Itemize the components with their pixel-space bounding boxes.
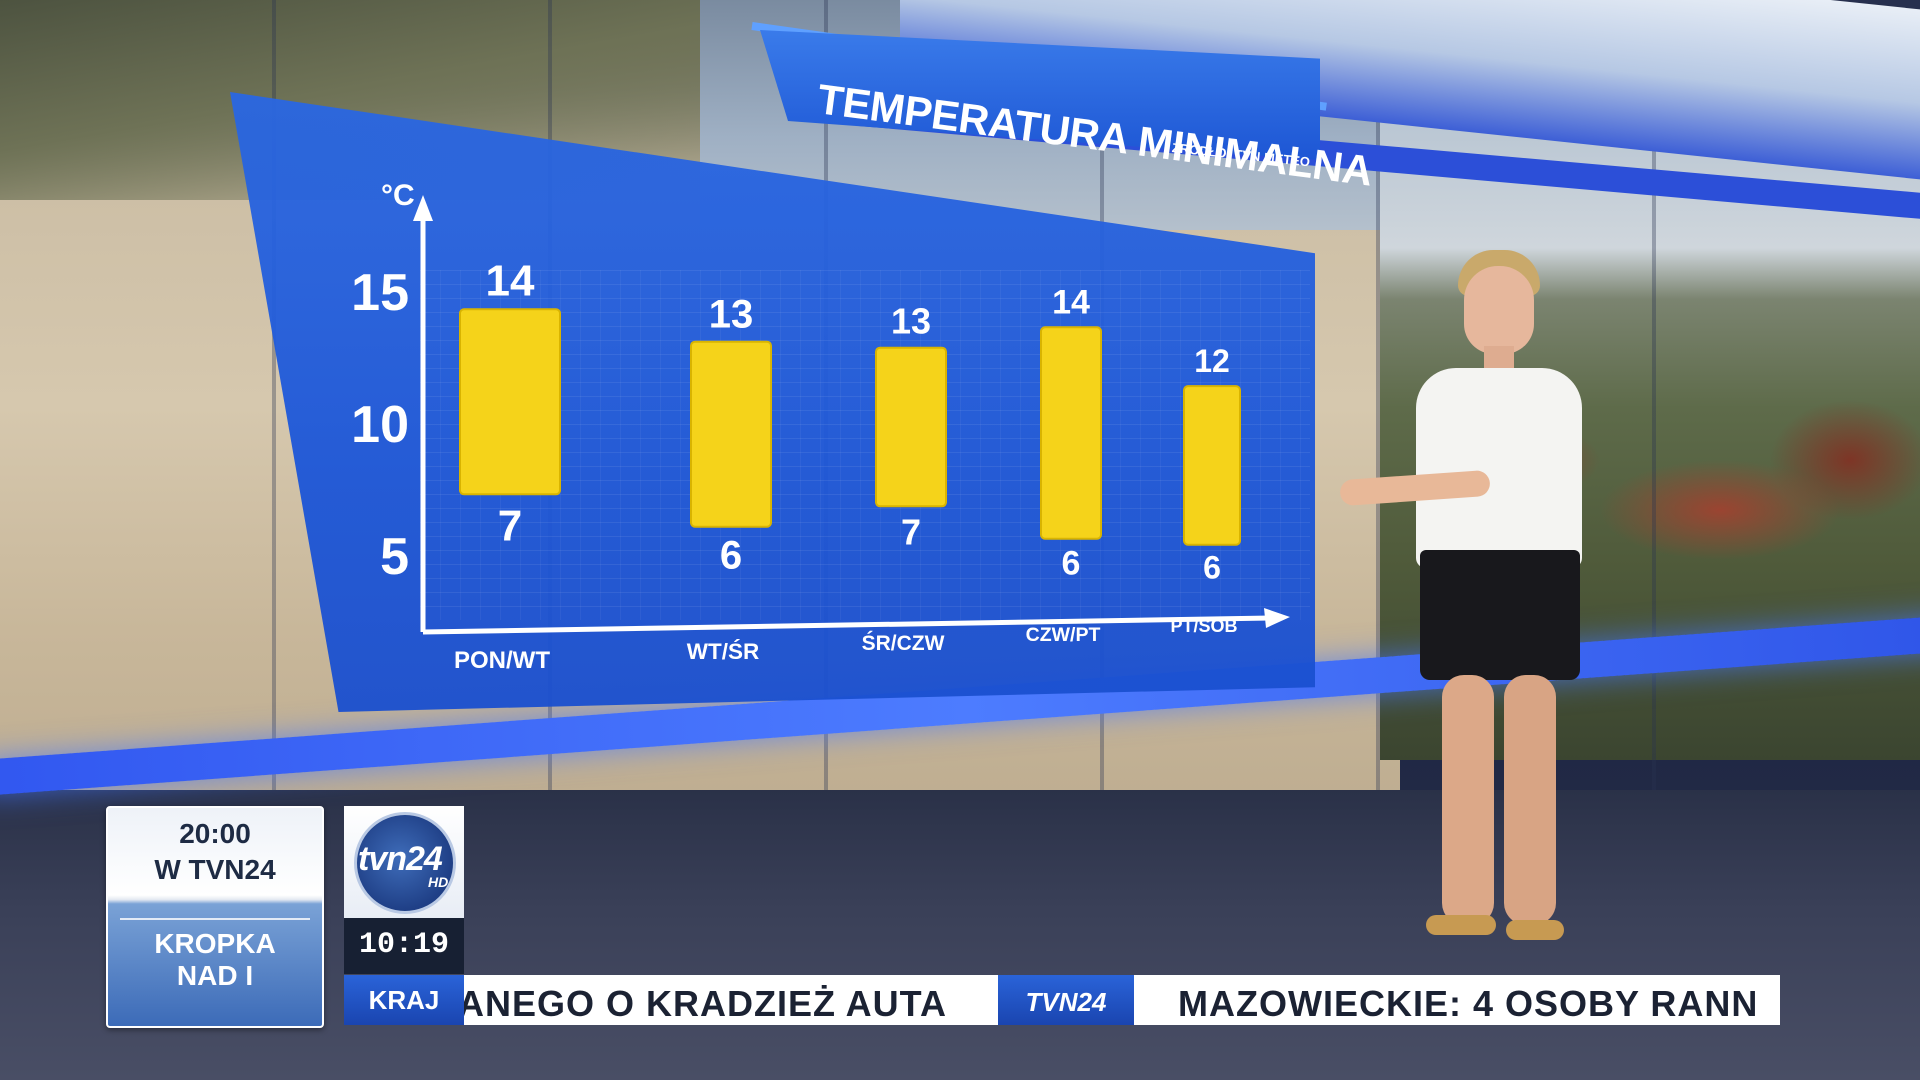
logo-hd-badge: HD — [428, 874, 449, 890]
logo-ring-icon — [354, 812, 456, 914]
news-ticker: ANEGO O KRADZIEŻ AUTA TVN24 MAZOWIECKIE:… — [464, 975, 1780, 1025]
bar-low-label: 7 — [498, 501, 522, 550]
category-badge: KRAJ — [344, 975, 464, 1025]
bar — [1040, 326, 1102, 540]
channel-logo: tvn24 HD — [344, 806, 464, 918]
clock-box: 10:19 — [344, 918, 464, 974]
bar-low-label: 6 — [1203, 550, 1221, 586]
bar-high-label: 12 — [1194, 343, 1230, 379]
bar — [459, 308, 561, 496]
presenter-leg-left — [1442, 675, 1494, 925]
y-axis-unit: °C — [381, 179, 415, 212]
promo-show-line1: KROPKA — [154, 928, 276, 959]
logo-text: tvn24 — [358, 840, 443, 878]
presenter-shoe-left — [1426, 915, 1496, 935]
promo-channel: W TVN24 — [154, 854, 276, 885]
ticker-separator-label: TVN24 — [1025, 987, 1107, 1017]
presenter-shoe-right — [1506, 920, 1564, 940]
x-axis-arrow-icon — [1264, 608, 1290, 628]
bar — [690, 340, 772, 528]
clock: 10:19 — [358, 928, 449, 962]
ticker-separator: TVN24 — [998, 975, 1134, 1025]
bar-high-label: 14 — [1052, 283, 1090, 321]
presenter-shorts — [1420, 550, 1580, 680]
ticker-item: MAZOWIECKIE: 4 OSOBY RANN — [1178, 983, 1759, 1024]
promo-show-line2: NAD I — [176, 960, 254, 991]
y-tick-label: 15 — [351, 264, 409, 322]
y-axis-arrow-icon — [413, 195, 433, 221]
y-tick-label: 10 — [351, 396, 409, 454]
presenter-shirt — [1416, 368, 1582, 568]
x-tick-label: CZW/PT — [1026, 624, 1101, 646]
bar-low-label: 6 — [720, 534, 742, 578]
category-label: KRAJ — [368, 985, 440, 1015]
x-tick-label: PON/WT — [454, 647, 550, 674]
bar — [875, 346, 947, 508]
bar-high-label: 13 — [709, 293, 754, 337]
presenter-head — [1464, 266, 1534, 354]
promo-time: 20:00 — [179, 818, 251, 849]
x-axis-line — [422, 615, 1273, 635]
x-tick-label: ŚR/CZW — [862, 631, 945, 655]
promo-divider — [120, 918, 310, 920]
presenter — [1339, 250, 1620, 970]
bar-low-label: 7 — [901, 511, 921, 552]
chart-grid — [420, 270, 1310, 620]
y-tick-label: 5 — [380, 528, 409, 586]
bar-high-label: 13 — [891, 301, 931, 342]
promo-box: 20:00 W TVN24 KROPKA NAD I — [106, 806, 324, 1028]
bar-high-label: 14 — [486, 256, 535, 305]
bar-low-label: 6 — [1062, 545, 1081, 583]
bar — [1183, 385, 1241, 546]
presenter-leg-right — [1504, 675, 1556, 925]
x-tick-label: WT/ŚR — [687, 639, 760, 664]
x-tick-label: PT/SOB — [1170, 616, 1237, 636]
ticker-item: ANEGO O KRADZIEŻ AUTA — [464, 983, 947, 1024]
